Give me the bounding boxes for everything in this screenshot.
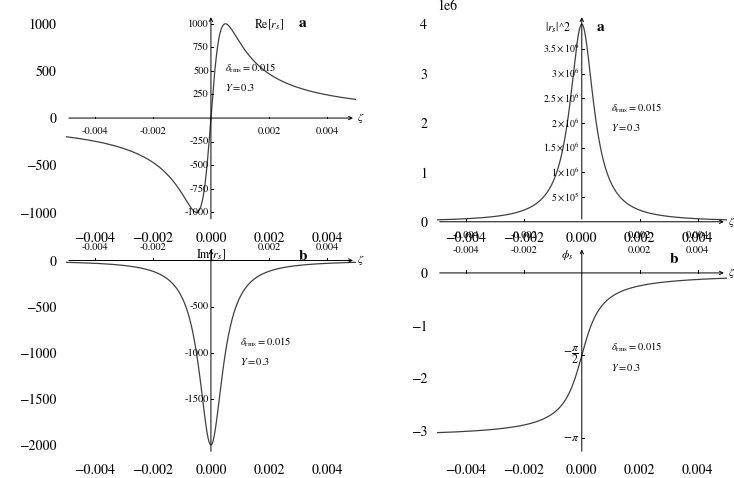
Text: -750: -750: [189, 184, 208, 194]
Text: 0.004: 0.004: [316, 242, 338, 252]
Text: -0.002: -0.002: [139, 242, 167, 252]
Text: -1500: -1500: [184, 394, 208, 403]
Text: $\mathrm{Im}\left[r_s\right]$: $\mathrm{Im}\left[r_s\right]$: [196, 247, 226, 261]
Text: $\delta_{\mathrm{rms}}=0.015$
$Y=0.3$: $\delta_{\mathrm{rms}}=0.015$ $Y=0.3$: [611, 101, 662, 133]
Text: $\delta_{\mathrm{rms}}=0.015$
$Y=0.3$: $\delta_{\mathrm{rms}}=0.015$ $Y=0.3$: [240, 335, 291, 367]
Text: $-\pi$: $-\pi$: [563, 432, 580, 444]
Text: -500: -500: [190, 161, 208, 170]
Text: 1000: 1000: [188, 19, 208, 29]
Text: -0.002: -0.002: [510, 245, 537, 255]
Text: $\mathbf{b}$: $\mathbf{b}$: [669, 252, 679, 266]
Text: $\mathbf{a}$: $\mathbf{a}$: [596, 21, 606, 33]
Text: $\zeta$: $\zeta$: [728, 266, 734, 280]
Text: $\mathbf{a}$: $\mathbf{a}$: [298, 18, 308, 31]
Text: $\delta_{\mathrm{rms}}=0.015$
$Y=0.3$: $\delta_{\mathrm{rms}}=0.015$ $Y=0.3$: [225, 61, 277, 93]
Text: -500: -500: [190, 302, 208, 311]
Text: $\zeta$: $\zeta$: [357, 253, 365, 268]
Text: 0.002: 0.002: [628, 245, 651, 255]
Text: -0.004: -0.004: [453, 245, 479, 255]
Text: 0.004: 0.004: [686, 245, 709, 255]
Text: $|r_s|^{\wedge}2$: $|r_s|^{\wedge}2$: [545, 21, 572, 35]
Text: $2\times10^{6}$: $2\times10^{6}$: [550, 117, 580, 130]
Text: $5\times10^{5}$: $5\times10^{5}$: [550, 191, 580, 204]
Text: -1000: -1000: [185, 348, 208, 358]
Text: -1000: -1000: [185, 207, 208, 217]
Text: $\delta_{\mathrm{rms}}=0.015$
$Y=0.3$: $\delta_{\mathrm{rms}}=0.015$ $Y=0.3$: [611, 341, 662, 372]
Text: -0.004: -0.004: [81, 242, 109, 252]
Text: $-\dfrac{\pi}{2}$: $-\dfrac{\pi}{2}$: [563, 345, 580, 366]
Text: $2.5\times10^{6}$: $2.5\times10^{6}$: [543, 92, 580, 105]
Text: 0.002: 0.002: [628, 230, 651, 239]
Text: $3\times10^{6}$: $3\times10^{6}$: [550, 67, 580, 80]
Text: $3.5\times10^{6}$: $3.5\times10^{6}$: [543, 43, 580, 55]
Text: 250: 250: [193, 90, 208, 99]
Text: $1\times10^{6}$: $1\times10^{6}$: [550, 166, 580, 179]
Text: -0.004: -0.004: [81, 126, 109, 136]
Text: -0.002: -0.002: [510, 230, 537, 239]
Text: -250: -250: [189, 137, 208, 146]
Text: $1.5\times10^{6}$: $1.5\times10^{6}$: [543, 141, 580, 154]
Text: 0.002: 0.002: [257, 126, 280, 136]
Text: 750: 750: [193, 43, 208, 52]
Text: $\mathrm{Re}\left[r_s\right]$: $\mathrm{Re}\left[r_s\right]$: [254, 18, 284, 32]
Text: 0.004: 0.004: [686, 230, 709, 239]
Text: $\mathbf{b}$: $\mathbf{b}$: [298, 250, 308, 263]
Text: $\phi_s$: $\phi_s$: [561, 248, 573, 262]
Text: $\zeta$: $\zeta$: [728, 215, 734, 229]
Text: -0.002: -0.002: [139, 126, 167, 136]
Text: $\zeta$: $\zeta$: [357, 111, 365, 125]
Text: 0.004: 0.004: [316, 126, 338, 136]
Text: 500: 500: [193, 66, 208, 76]
Text: 0.002: 0.002: [257, 242, 280, 252]
Text: -0.004: -0.004: [453, 230, 479, 239]
